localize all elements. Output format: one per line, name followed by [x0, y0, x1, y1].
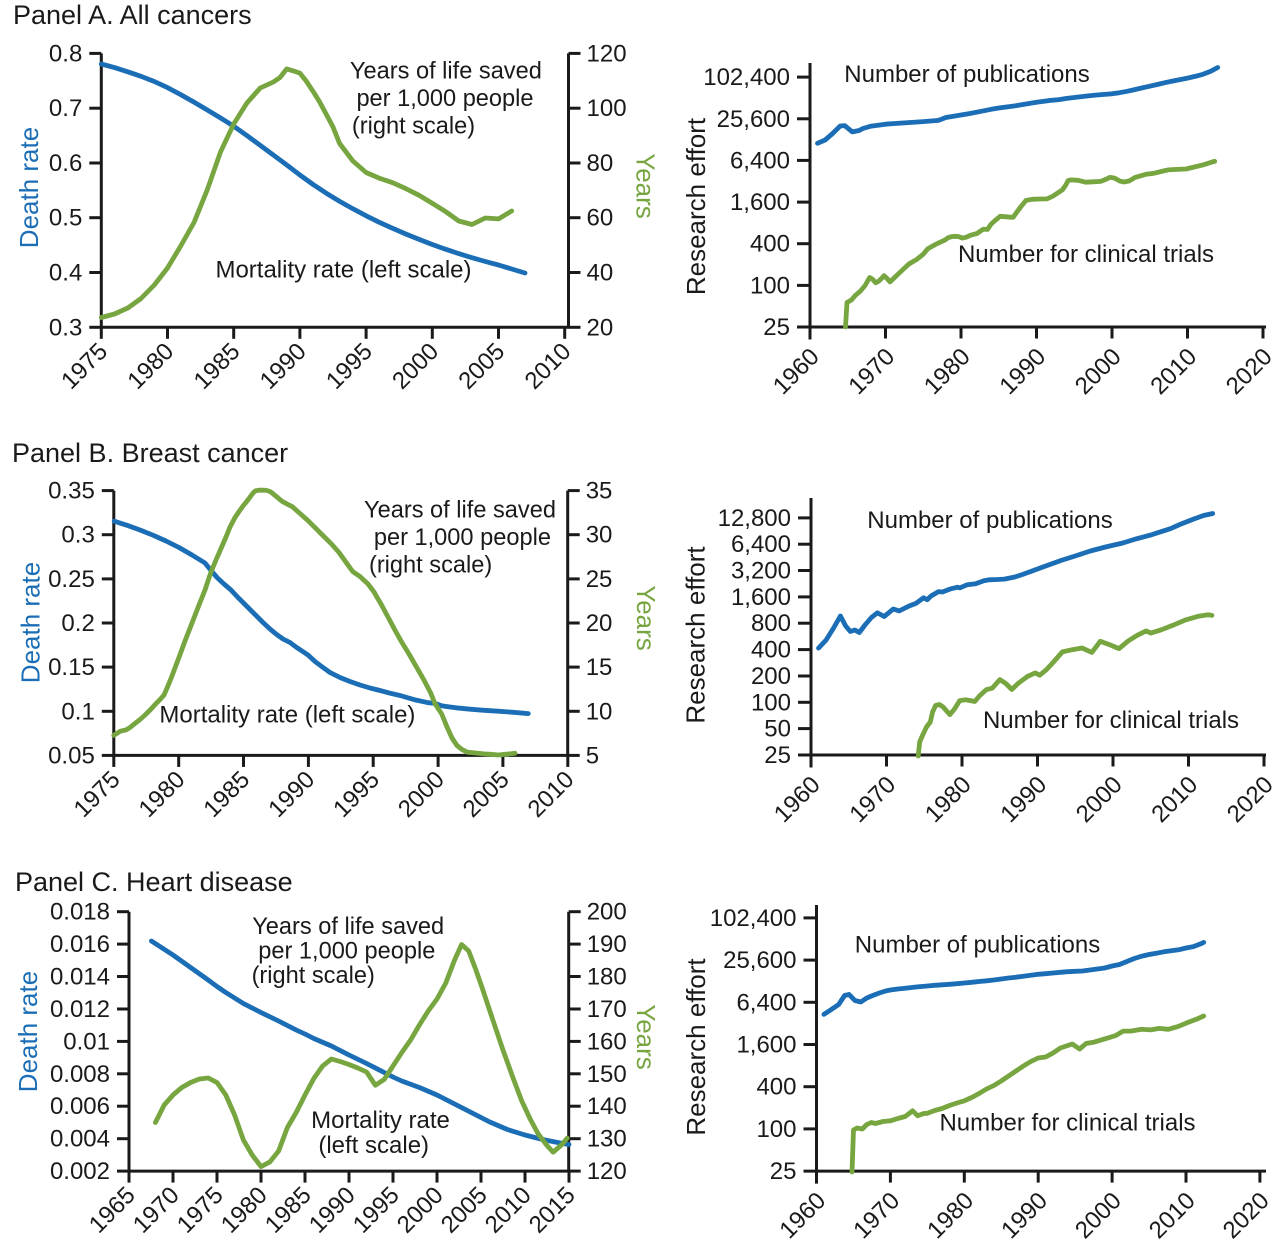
svg-text:190: 190 [587, 931, 627, 958]
svg-text:100: 100 [587, 95, 627, 122]
svg-text:25,600: 25,600 [723, 947, 796, 974]
svg-text:Research effort: Research effort [681, 546, 711, 724]
svg-text:20: 20 [586, 610, 613, 637]
svg-text:25: 25 [764, 742, 791, 769]
svg-text:140: 140 [587, 1093, 627, 1120]
svg-text:50: 50 [764, 716, 791, 743]
svg-text:25: 25 [770, 1158, 797, 1185]
svg-text:0.7: 0.7 [49, 95, 82, 122]
svg-text:0.008: 0.008 [50, 1061, 110, 1088]
svg-text:100: 100 [751, 689, 791, 716]
svg-text:160: 160 [587, 1028, 627, 1055]
svg-text:0.1: 0.1 [61, 698, 94, 725]
svg-text:Research effort: Research effort [681, 958, 711, 1136]
svg-text:Mortality rate (left scale): Mortality rate (left scale) [215, 257, 471, 284]
svg-text:400: 400 [751, 637, 791, 664]
svg-text:Years: Years [631, 1004, 661, 1070]
svg-text:Death rate: Death rate [13, 971, 43, 1092]
svg-text:400: 400 [750, 231, 790, 258]
svg-text:Years of life saved: Years of life saved [252, 914, 444, 940]
svg-text:Number of publications: Number of publications [855, 932, 1100, 959]
svg-text:170: 170 [587, 996, 627, 1023]
svg-text:80: 80 [587, 150, 614, 177]
svg-text:400: 400 [756, 1074, 796, 1101]
svg-text:0.15: 0.15 [48, 654, 95, 681]
svg-text:5: 5 [586, 742, 599, 769]
svg-text:0.5: 0.5 [49, 205, 82, 232]
svg-text:150: 150 [587, 1061, 627, 1088]
svg-text:0.002: 0.002 [50, 1158, 110, 1185]
svg-text:130: 130 [587, 1126, 627, 1153]
svg-text:Years: Years [631, 153, 661, 219]
svg-text:10: 10 [586, 698, 613, 725]
svg-text:0.35: 0.35 [48, 478, 95, 505]
svg-text:(left scale): (left scale) [318, 1132, 429, 1159]
svg-text:200: 200 [587, 899, 627, 926]
svg-text:40: 40 [587, 260, 614, 287]
svg-text:0.8: 0.8 [49, 40, 82, 67]
svg-text:Number for clinical trials: Number for clinical trials [958, 241, 1214, 268]
svg-text:25,600: 25,600 [717, 106, 790, 133]
svg-text:per 1,000 people: per 1,000 people [356, 86, 533, 112]
svg-text:per 1,000 people: per 1,000 people [374, 525, 551, 551]
svg-text:0.25: 0.25 [48, 566, 95, 593]
svg-text:(right scale): (right scale) [252, 963, 375, 989]
svg-text:(right scale): (right scale) [352, 114, 475, 140]
svg-text:Death rate: Death rate [14, 127, 44, 248]
svg-text:120: 120 [587, 1158, 627, 1185]
svg-text:1,600: 1,600 [731, 584, 791, 611]
svg-text:Years of life saved: Years of life saved [350, 59, 542, 85]
svg-text:0.012: 0.012 [50, 996, 110, 1023]
svg-text:1,600: 1,600 [730, 189, 790, 216]
svg-text:0.05: 0.05 [48, 742, 95, 769]
svg-text:35: 35 [586, 478, 613, 505]
svg-text:0.014: 0.014 [50, 964, 110, 991]
svg-text:(right scale): (right scale) [369, 553, 492, 579]
svg-text:0.2: 0.2 [61, 610, 94, 637]
svg-text:15: 15 [586, 654, 613, 681]
svg-text:Number for clinical trials: Number for clinical trials [983, 707, 1239, 734]
svg-text:100: 100 [750, 272, 790, 299]
svg-text:1,600: 1,600 [736, 1032, 796, 1059]
svg-text:Panel C. Heart disease: Panel C. Heart disease [15, 867, 293, 897]
svg-text:0.004: 0.004 [50, 1126, 110, 1153]
svg-text:100: 100 [756, 1116, 796, 1143]
svg-text:Death rate: Death rate [16, 562, 46, 683]
svg-text:0.01: 0.01 [63, 1028, 110, 1055]
svg-text:6,400: 6,400 [730, 147, 790, 174]
svg-text:25: 25 [586, 566, 613, 593]
svg-text:Years of life saved: Years of life saved [364, 498, 556, 524]
svg-text:20: 20 [587, 314, 614, 341]
svg-text:Years: Years [631, 585, 661, 651]
svg-text:180: 180 [587, 964, 627, 991]
svg-text:Panel A. All cancers: Panel A. All cancers [13, 0, 252, 30]
svg-text:120: 120 [587, 40, 627, 67]
svg-text:Number of publications: Number of publications [844, 61, 1089, 88]
svg-text:0.018: 0.018 [50, 899, 110, 926]
svg-text:Number for clinical trials: Number for clinical trials [939, 1110, 1195, 1137]
svg-text:3,200: 3,200 [731, 558, 791, 585]
svg-text:12,800: 12,800 [718, 505, 791, 532]
svg-text:30: 30 [586, 522, 613, 549]
svg-text:800: 800 [751, 610, 791, 637]
svg-text:102,400: 102,400 [710, 905, 797, 932]
svg-text:0.3: 0.3 [61, 522, 94, 549]
svg-text:0.016: 0.016 [50, 931, 110, 958]
svg-text:0.4: 0.4 [49, 260, 82, 287]
svg-text:6,400: 6,400 [731, 531, 791, 558]
svg-text:200: 200 [751, 663, 791, 690]
svg-text:0.006: 0.006 [50, 1093, 110, 1120]
svg-text:Mortality rate: Mortality rate [311, 1107, 450, 1134]
svg-text:Number of publications: Number of publications [867, 507, 1112, 534]
svg-text:0.3: 0.3 [49, 314, 82, 341]
svg-text:Mortality rate (left scale): Mortality rate (left scale) [159, 701, 415, 728]
svg-text:Panel B. Breast cancer: Panel B. Breast cancer [12, 438, 288, 468]
svg-text:6,400: 6,400 [736, 989, 796, 1016]
svg-text:60: 60 [587, 205, 614, 232]
svg-text:0.6: 0.6 [49, 150, 82, 177]
svg-text:per 1,000 people: per 1,000 people [258, 939, 435, 965]
svg-text:102,400: 102,400 [703, 64, 790, 91]
svg-text:25: 25 [763, 314, 790, 341]
svg-text:Research effort: Research effort [681, 117, 711, 295]
